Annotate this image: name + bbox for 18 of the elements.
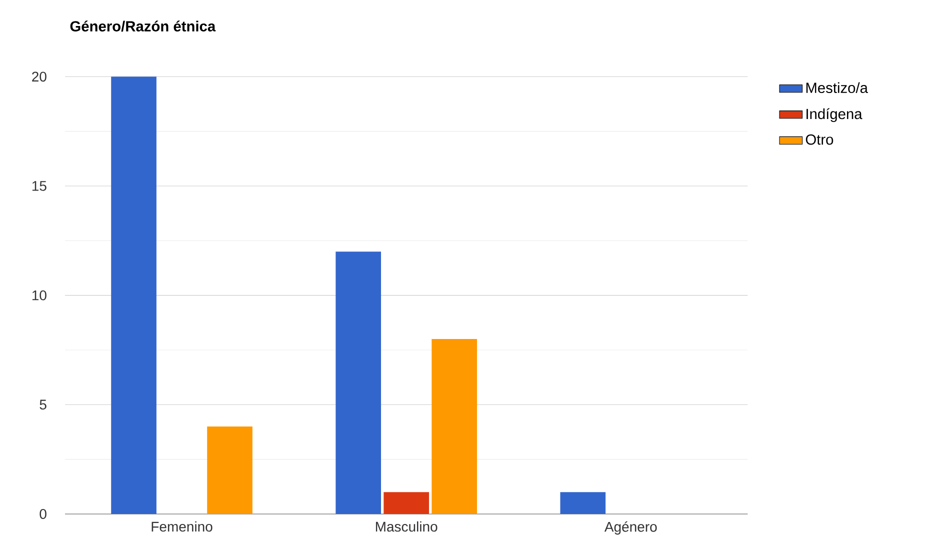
x-tick-label: Masculino [376,521,438,532]
legend-label: Otro [806,134,834,145]
legend-label: Mestizo/a [806,82,868,94]
y-tick-label: 10 [32,290,46,300]
y-tick-label: 5 [40,400,46,410]
chart-title: Género/Razón étnica [70,20,216,32]
y-tick-label: 15 [32,181,46,191]
legend-label: Indígena [806,108,862,122]
bar [432,339,478,514]
bar [111,76,156,514]
bar [560,492,606,514]
x-tick-label: Agénero [604,521,657,535]
x-tick-label: Femenino [152,521,212,532]
y-tick-label: 20 [32,72,46,82]
y-tick-label: 0 [40,509,46,519]
bar [336,252,382,514]
bar [207,426,252,514]
bar [384,492,430,514]
